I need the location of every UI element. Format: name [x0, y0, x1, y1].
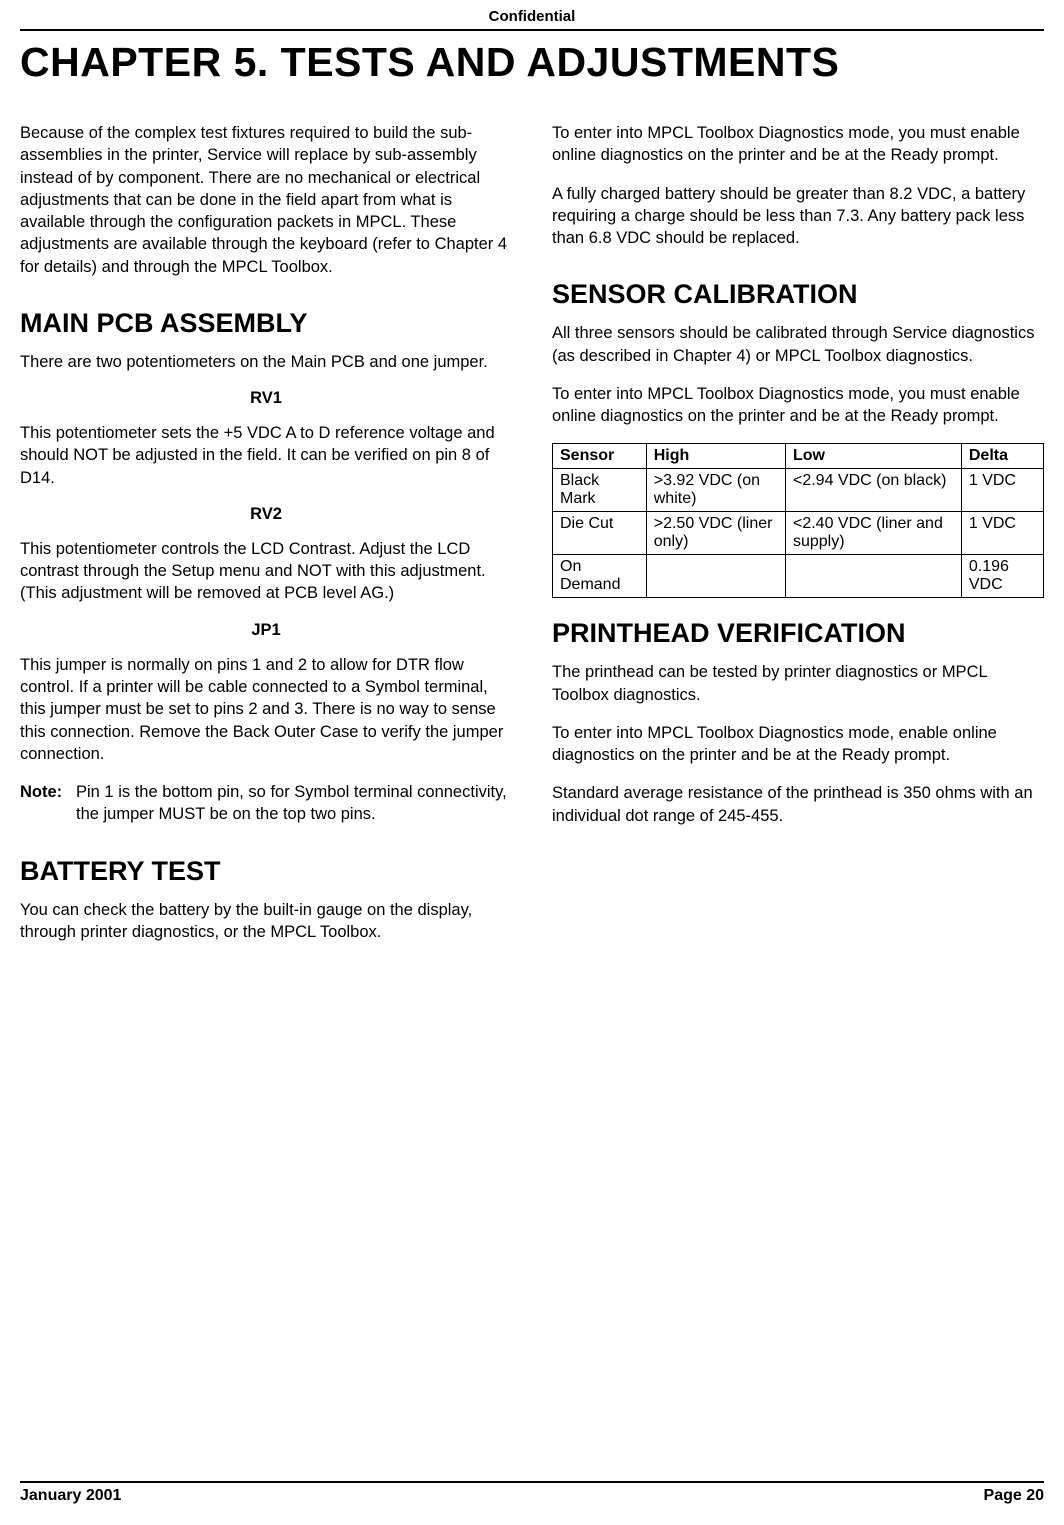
battery-cont-1: To enter into MPCL Toolbox Diagnostics m…	[552, 122, 1044, 167]
jp1-note: Note: Pin 1 is the bottom pin, so for Sy…	[20, 781, 512, 826]
cell-high: >2.50 VDC (liner only)	[646, 512, 785, 555]
battery-heading: BATTERY TEST	[20, 856, 512, 887]
two-column-layout: Because of the complex test fixtures req…	[20, 122, 1044, 959]
th-high: High	[646, 444, 785, 469]
footer-rule	[20, 1481, 1044, 1483]
sensor-heading: SENSOR CALIBRATION	[552, 279, 1044, 310]
th-delta: Delta	[961, 444, 1043, 469]
battery-cont-2: A fully charged battery should be greate…	[552, 183, 1044, 250]
cell-high	[646, 555, 785, 598]
intro-paragraph: Because of the complex test fixtures req…	[20, 122, 512, 278]
page-footer: January 2001 Page 20	[20, 1481, 1044, 1505]
printhead-p3: Standard average resistance of the print…	[552, 782, 1044, 827]
main-pcb-heading: MAIN PCB ASSEMBLY	[20, 308, 512, 339]
sensor-p2: To enter into MPCL Toolbox Diagnostics m…	[552, 383, 1044, 428]
printhead-heading: PRINTHEAD VERIFICATION	[552, 618, 1044, 649]
rv2-body: This potentiometer controls the LCD Cont…	[20, 538, 512, 605]
rv1-body: This potentiometer sets the +5 VDC A to …	[20, 422, 512, 489]
rv2-heading: RV2	[20, 505, 512, 524]
header-rule	[20, 29, 1044, 31]
cell-low: <2.40 VDC (liner and supply)	[785, 512, 961, 555]
table-row: On Demand 0.196 VDC	[553, 555, 1044, 598]
printhead-p1: The printhead can be tested by printer d…	[552, 661, 1044, 706]
printhead-p2: To enter into MPCL Toolbox Diagnostics m…	[552, 722, 1044, 767]
cell-sensor: On Demand	[553, 555, 647, 598]
cell-low: <2.94 VDC (on black)	[785, 469, 961, 512]
cell-delta: 0.196 VDC	[961, 555, 1043, 598]
note-label: Note:	[20, 781, 76, 826]
footer-page: Page 20	[984, 1487, 1044, 1505]
table-row: Die Cut >2.50 VDC (liner only) <2.40 VDC…	[553, 512, 1044, 555]
table-row: Black Mark >3.92 VDC (on white) <2.94 VD…	[553, 469, 1044, 512]
cell-high: >3.92 VDC (on white)	[646, 469, 785, 512]
chapter-title: CHAPTER 5. TESTS AND ADJUSTMENTS	[20, 39, 1044, 86]
rv1-heading: RV1	[20, 389, 512, 408]
sensor-p1: All three sensors should be calibrated t…	[552, 322, 1044, 367]
battery-body: You can check the battery by the built-i…	[20, 899, 512, 944]
th-low: Low	[785, 444, 961, 469]
sensor-table: Sensor High Low Delta Black Mark >3.92 V…	[552, 443, 1044, 598]
cell-delta: 1 VDC	[961, 512, 1043, 555]
cell-sensor: Black Mark	[553, 469, 647, 512]
note-body: Pin 1 is the bottom pin, so for Symbol t…	[76, 781, 512, 826]
cell-sensor: Die Cut	[553, 512, 647, 555]
cell-delta: 1 VDC	[961, 469, 1043, 512]
jp1-heading: JP1	[20, 621, 512, 640]
right-column: To enter into MPCL Toolbox Diagnostics m…	[552, 122, 1044, 959]
jp1-body: This jumper is normally on pins 1 and 2 …	[20, 654, 512, 765]
th-sensor: Sensor	[553, 444, 647, 469]
confidential-label: Confidential	[20, 8, 1044, 29]
footer-date: January 2001	[20, 1487, 121, 1505]
main-pcb-intro: There are two potentiometers on the Main…	[20, 351, 512, 373]
left-column: Because of the complex test fixtures req…	[20, 122, 512, 959]
cell-low	[785, 555, 961, 598]
table-header-row: Sensor High Low Delta	[553, 444, 1044, 469]
